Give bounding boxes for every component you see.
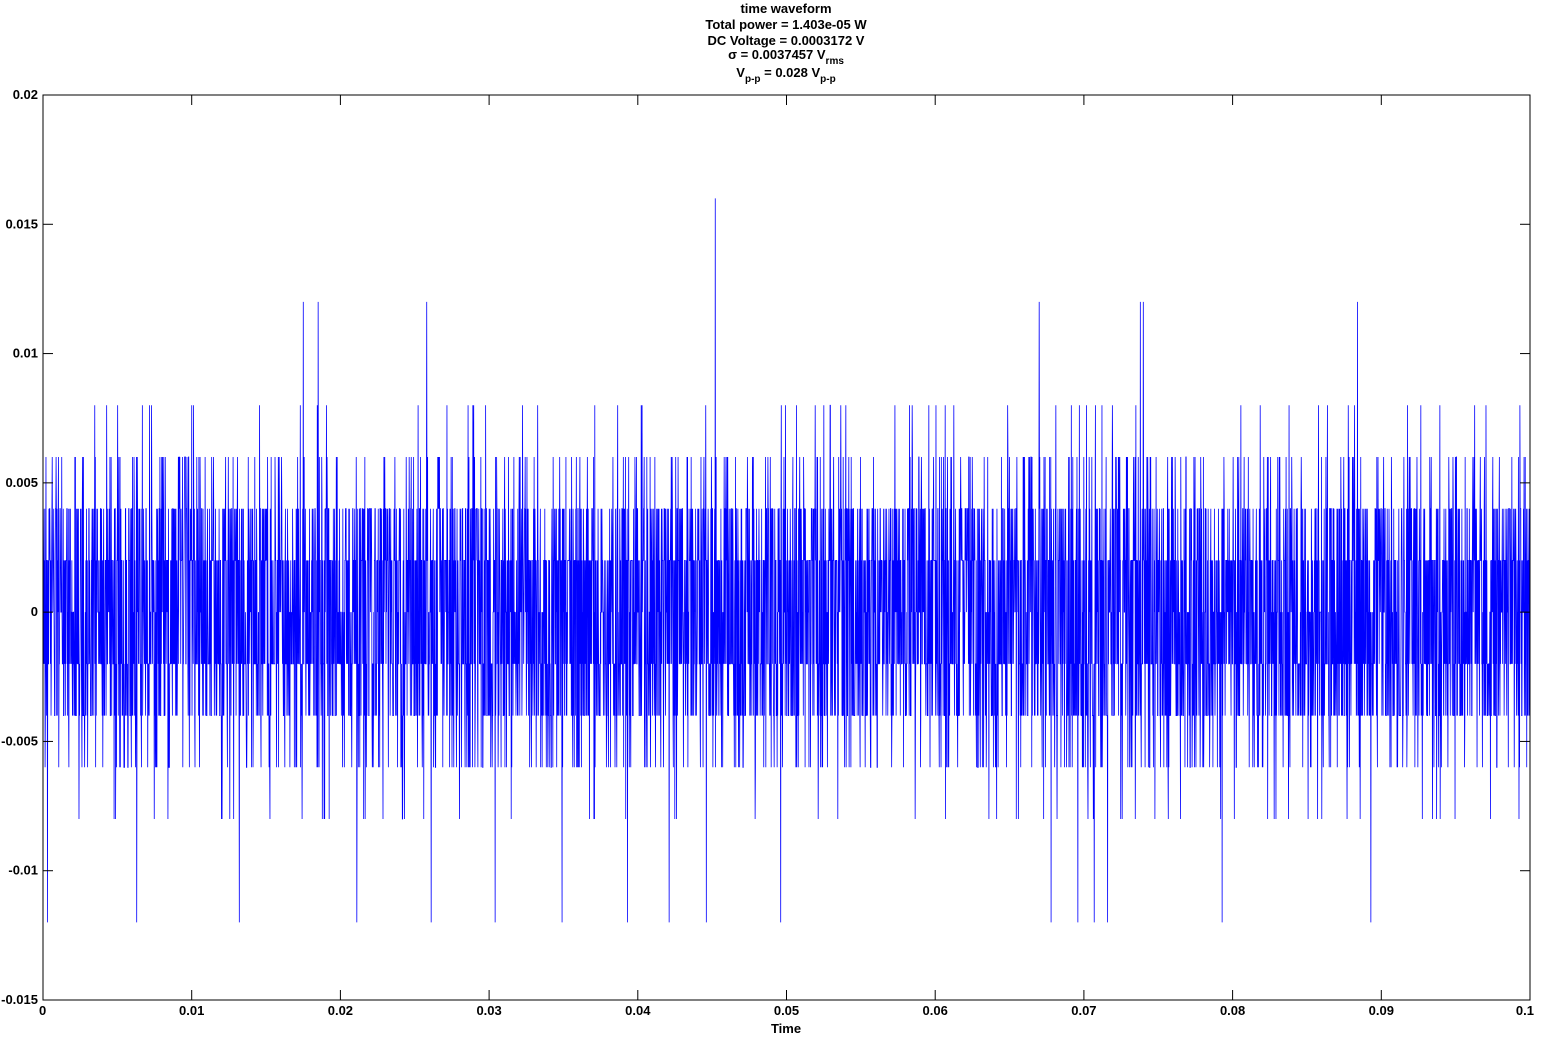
x-tick-label: 0.04 bbox=[625, 1003, 651, 1018]
y-axis-ticks: 0.02 0.015 0.01 0.005 0 -0.005 -0.01 -0.015 bbox=[1, 87, 1530, 1007]
title-line: DC Voltage = 0.0003172 V bbox=[708, 33, 865, 48]
y-tick-label: 0.02 bbox=[13, 87, 38, 102]
sigma-label-subscript: rms bbox=[826, 56, 845, 67]
title-line: time waveform bbox=[740, 1, 831, 16]
x-tick-label: 0.1 bbox=[1516, 1003, 1534, 1018]
y-tick-label: 0.015 bbox=[5, 216, 38, 231]
title-line: Total power = 1.403e-05 W bbox=[705, 17, 867, 32]
x-tick-label: 0.09 bbox=[1369, 1003, 1394, 1018]
y-tick-label: 0.01 bbox=[13, 346, 38, 361]
y-tick-label: -0.01 bbox=[8, 863, 38, 878]
waveform-series bbox=[42, 198, 1531, 923]
sigma-label-main: σ = 0.0037457 V bbox=[728, 47, 826, 62]
x-tick-label: 0.06 bbox=[923, 1003, 948, 1018]
x-axis-ticks: 0 0.01 0.02 0.03 0.04 0.05 0.06 0.07 0.08 0.09 0.1 bbox=[39, 95, 1534, 1018]
vpp-label-prefix-subscript: p-p bbox=[745, 74, 761, 85]
vpp-label: Vp-p = 0.028 Vp-p bbox=[736, 65, 835, 85]
vpp-label-suffix-subscript: p-p bbox=[820, 74, 836, 85]
waveform-line bbox=[42, 198, 1531, 923]
y-tick-label: 0.005 bbox=[5, 475, 38, 490]
y-tick-label: -0.005 bbox=[1, 733, 38, 748]
vpp-label-middle: = 0.028 V bbox=[761, 65, 821, 80]
x-tick-label: 0.02 bbox=[328, 1003, 353, 1018]
x-axis-label: Time bbox=[771, 1021, 801, 1036]
chart-title: time waveform Total power = 1.403e-05 W … bbox=[705, 1, 867, 85]
y-tick-label: -0.015 bbox=[1, 992, 38, 1007]
sigma-label: σ = 0.0037457 Vrms bbox=[728, 47, 844, 67]
x-tick-label: 0.07 bbox=[1071, 1003, 1096, 1018]
x-tick-label: 0.05 bbox=[774, 1003, 799, 1018]
x-tick-label: 0 bbox=[39, 1003, 46, 1018]
vpp-label-prefix: V bbox=[736, 65, 745, 80]
x-tick-label: 0.08 bbox=[1220, 1003, 1245, 1018]
y-tick-label: 0 bbox=[31, 604, 38, 619]
x-tick-label: 0.01 bbox=[179, 1003, 204, 1018]
x-tick-label: 0.03 bbox=[476, 1003, 501, 1018]
